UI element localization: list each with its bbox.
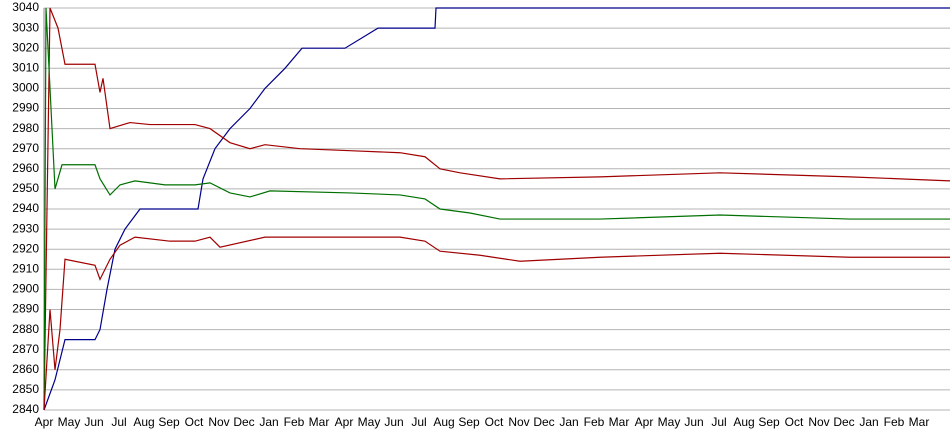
x-tick-label: Jun	[384, 415, 403, 429]
x-tick-label: Apr	[335, 415, 354, 429]
x-tick-label: Aug	[133, 415, 154, 429]
x-tick-label: May	[58, 415, 81, 429]
x-tick-label: Jul	[711, 415, 726, 429]
x-tick-label: Nov	[208, 415, 229, 429]
y-tick-label: 2860	[12, 362, 39, 376]
x-tick-label: Feb	[884, 415, 905, 429]
y-tick-label: 3010	[12, 60, 39, 74]
y-tick-label: 2970	[12, 141, 39, 155]
y-tick-label: 2940	[12, 201, 39, 215]
x-tick-label: Mar	[609, 415, 630, 429]
x-tick-label: Jul	[411, 415, 426, 429]
y-tick-label: 2900	[12, 282, 39, 296]
x-tick-label: Jun	[84, 415, 103, 429]
x-tick-label: May	[658, 415, 681, 429]
x-tick-label: Oct	[485, 415, 504, 429]
x-tick-label: Sep	[458, 415, 480, 429]
x-tick-label: Apr	[635, 415, 654, 429]
x-tick-label: Jul	[111, 415, 126, 429]
x-tick-label: Nov	[508, 415, 529, 429]
series-line	[43, 7, 950, 411]
x-tick-label: Sep	[758, 415, 780, 429]
x-tick-label: Mar	[309, 415, 330, 429]
x-tick-label: Feb	[284, 415, 305, 429]
x-tick-label: Aug	[433, 415, 454, 429]
x-tick-label: May	[358, 415, 381, 429]
y-tick-label: 3030	[12, 20, 39, 34]
x-tick-label: Oct	[185, 415, 204, 429]
x-tick-label: Dec	[233, 415, 254, 429]
x-tick-label: Apr	[35, 415, 54, 429]
y-tick-label: 3020	[12, 40, 39, 54]
series-line	[43, 7, 950, 411]
series-line	[43, 236, 950, 411]
y-tick-label: 2880	[12, 322, 39, 336]
x-tick-label: Dec	[833, 415, 854, 429]
y-tick-label: 2850	[12, 382, 39, 396]
x-tick-label: Nov	[808, 415, 829, 429]
x-tick-label: Aug	[733, 415, 754, 429]
y-tick-label: 2930	[12, 221, 39, 235]
y-tick-label: 2840	[12, 402, 39, 416]
y-tick-label: 2950	[12, 181, 39, 195]
y-tick-label: 2920	[12, 241, 39, 255]
y-tick-label: 2890	[12, 302, 39, 316]
x-tick-label: Jan	[859, 415, 878, 429]
x-tick-label: Dec	[533, 415, 554, 429]
x-tick-label: Jun	[684, 415, 703, 429]
y-tick-label: 3000	[12, 81, 39, 95]
x-tick-label: Jan	[559, 415, 578, 429]
y-tick-label: 3040	[12, 0, 39, 14]
x-tick-label: Oct	[785, 415, 804, 429]
x-tick-label: Sep	[158, 415, 180, 429]
y-tick-label: 2870	[12, 342, 39, 356]
y-tick-label: 2910	[12, 261, 39, 275]
series-line	[43, 7, 950, 411]
y-tick-label: 2960	[12, 161, 39, 175]
x-tick-label: Mar	[909, 415, 930, 429]
x-tick-label: Jan	[259, 415, 278, 429]
x-tick-label: Feb	[584, 415, 605, 429]
y-tick-label: 2990	[12, 101, 39, 115]
y-tick-label: 2980	[12, 121, 39, 135]
